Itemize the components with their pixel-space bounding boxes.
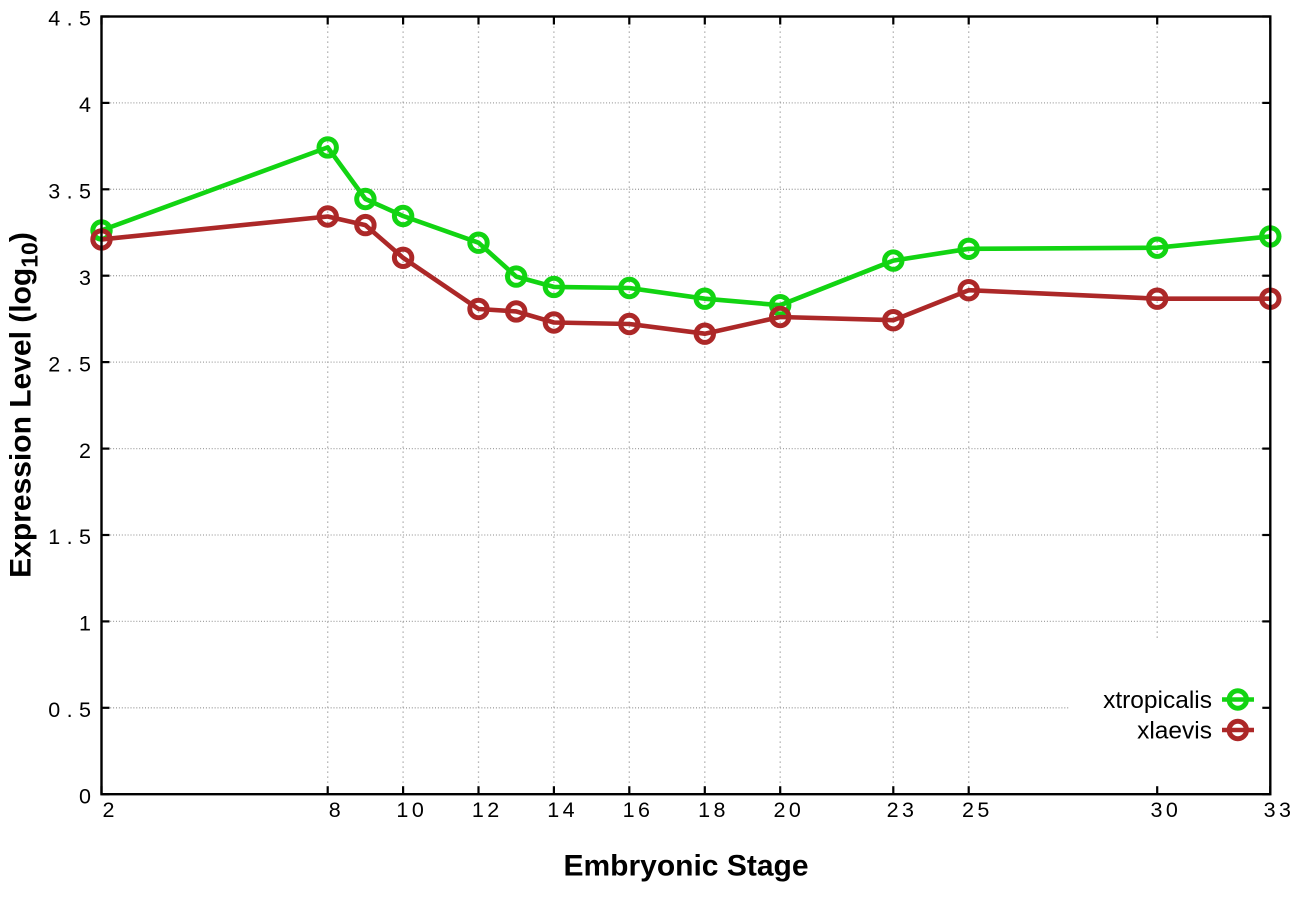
svg-text:0: 0 [79, 784, 91, 808]
svg-text:.: . [67, 698, 73, 722]
svg-text:.: . [67, 7, 73, 31]
svg-text:Embryonic Stage: Embryonic Stage [563, 850, 808, 883]
svg-text:5: 5 [79, 180, 91, 204]
svg-text:3: 3 [1151, 798, 1163, 822]
svg-text:0: 0 [789, 798, 801, 822]
svg-text:8: 8 [329, 798, 341, 822]
svg-text:1: 1 [79, 612, 91, 636]
svg-text:1: 1 [472, 798, 484, 822]
svg-text:.: . [67, 180, 73, 204]
svg-text:5: 5 [79, 352, 91, 376]
svg-text:2: 2 [48, 352, 60, 376]
svg-text:1: 1 [396, 798, 408, 822]
svg-text:3: 3 [1279, 798, 1291, 822]
svg-text:4: 4 [79, 93, 91, 117]
svg-text:1: 1 [698, 798, 710, 822]
svg-text:2: 2 [774, 798, 786, 822]
svg-text:.: . [67, 525, 73, 549]
svg-text:1: 1 [623, 798, 635, 822]
svg-text:4: 4 [563, 798, 575, 822]
svg-text:3: 3 [48, 180, 60, 204]
svg-text:5: 5 [977, 798, 989, 822]
svg-text:xlaevis: xlaevis [1137, 718, 1212, 745]
svg-text:1: 1 [48, 525, 60, 549]
svg-text:4: 4 [48, 7, 60, 31]
svg-text:.: . [67, 352, 73, 376]
svg-text:0: 0 [48, 698, 60, 722]
svg-text:3: 3 [902, 798, 914, 822]
svg-text:5: 5 [79, 698, 91, 722]
svg-text:xtropicalis: xtropicalis [1103, 687, 1212, 714]
svg-text:2: 2 [79, 439, 91, 463]
svg-text:3: 3 [79, 266, 91, 290]
svg-text:2: 2 [962, 798, 974, 822]
svg-text:0: 0 [412, 798, 424, 822]
svg-text:2: 2 [487, 798, 499, 822]
svg-text:2: 2 [887, 798, 899, 822]
svg-text:1: 1 [547, 798, 559, 822]
svg-text:6: 6 [638, 798, 650, 822]
svg-text:0: 0 [1166, 798, 1178, 822]
svg-text:5: 5 [79, 7, 91, 31]
svg-text:3: 3 [1264, 798, 1276, 822]
svg-text:2: 2 [103, 798, 115, 822]
svg-text:8: 8 [714, 798, 726, 822]
svg-text:5: 5 [79, 525, 91, 549]
svg-text:Expression Level (log10): Expression Level (log10) [5, 232, 43, 578]
